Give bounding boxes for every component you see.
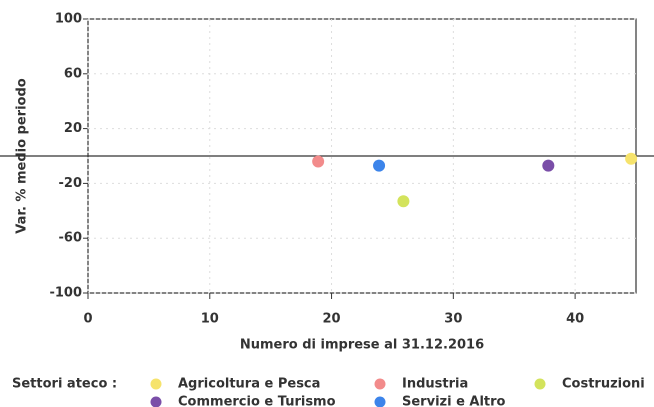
x-tick-label: 10 <box>201 312 219 327</box>
y-tick-label: 20 <box>64 121 82 136</box>
legend-swatch <box>534 378 546 390</box>
legend-title: Settori ateco : <box>12 377 117 392</box>
point <box>373 159 386 172</box>
x-axis-label: Numero di imprese al 31.12.2016 <box>240 338 484 353</box>
legend-swatch <box>374 396 386 407</box>
x-tick-label: 40 <box>566 312 584 327</box>
legend-label: Industria <box>402 377 468 392</box>
x-tick-label: 0 <box>83 312 92 327</box>
legend-swatch <box>374 378 386 390</box>
legend-label: Costruzioni <box>562 377 645 392</box>
y-tick-label: -100 <box>49 286 82 301</box>
x-tick-label: 20 <box>323 312 341 327</box>
y-tick-label: -60 <box>59 231 83 246</box>
legend-label: Agricoltura e Pesca <box>178 377 320 392</box>
y-tick-label: 100 <box>55 12 82 27</box>
point <box>542 159 555 172</box>
legend-label: Commercio e Turismo <box>178 395 336 407</box>
point <box>397 195 410 208</box>
x-tick-label: 30 <box>444 312 462 327</box>
legend-swatch <box>150 378 162 390</box>
point <box>625 152 638 165</box>
legend-label: Servizi e Altro <box>402 395 506 407</box>
point <box>312 155 325 168</box>
y-tick-label: 60 <box>64 66 82 81</box>
y-tick-label: -20 <box>59 176 83 191</box>
legend-swatch <box>150 396 162 407</box>
